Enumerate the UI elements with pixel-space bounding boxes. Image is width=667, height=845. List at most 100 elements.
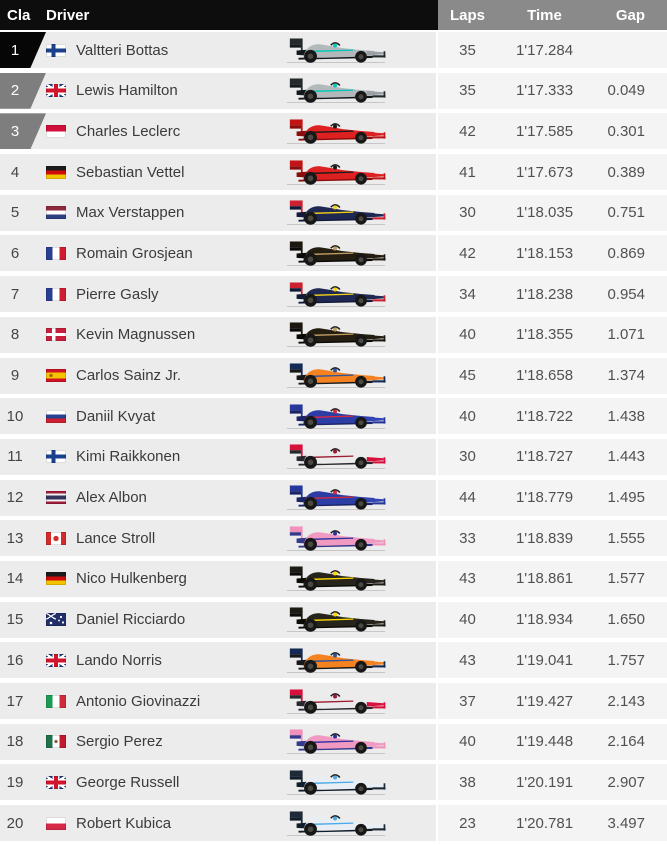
row-left-section: 8 Kevin Magnussen — [0, 316, 436, 353]
country-flag — [46, 409, 66, 423]
position-badge: 10 — [0, 398, 46, 434]
row-left-section: 2 Lewis Hamilton — [0, 72, 436, 109]
result-row[interactable]: 15 Daniel Ricciardo — [0, 601, 667, 638]
car-illustration — [286, 159, 386, 186]
position-number: 19 — [6, 773, 24, 791]
country-flag — [46, 816, 66, 830]
result-row[interactable]: 19 George Russell — [0, 764, 667, 801]
laps-value: 44 — [459, 489, 476, 507]
country-flag — [46, 43, 66, 57]
time-value: 1'18.355 — [515, 326, 574, 344]
f1-car-icon — [286, 485, 386, 511]
driver-name: George Russell — [76, 773, 180, 791]
car-illustration — [286, 565, 386, 592]
driver-name: Valtteri Bottas — [76, 41, 169, 59]
row-right-section: 40 1'18.355 1.071 — [438, 316, 667, 353]
result-row[interactable]: 17 Antonio Giovinazzi — [0, 683, 667, 719]
result-row[interactable]: 12 Alex Albon — [0, 479, 667, 516]
position-badge: 7 — [0, 276, 46, 312]
laps-value: 40 — [459, 407, 476, 425]
row-right-section: 23 1'20.781 3.497 — [438, 805, 667, 842]
time-value: 1'19.448 — [515, 733, 574, 751]
result-row[interactable]: 11 Kimi Raikkonen — [0, 438, 667, 475]
country-flag — [46, 246, 66, 260]
time-value: 1'18.153 — [515, 244, 574, 262]
laps-value: 43 — [459, 651, 476, 669]
row-left-section: 5 Max Verstappen — [0, 194, 436, 231]
position-number: 9 — [10, 367, 20, 384]
f1-car-icon — [286, 78, 386, 104]
result-row[interactable]: 14 Nico Hulkenberg — [0, 560, 667, 597]
position-number: 1 — [10, 41, 20, 59]
result-row[interactable]: 6 Romain Grosjean — [0, 235, 667, 272]
f1-car-icon — [286, 200, 386, 226]
car-illustration — [286, 810, 386, 837]
laps-value: 35 — [459, 41, 476, 59]
gap-value: 0.954 — [607, 285, 645, 303]
f1-car-icon — [286, 444, 386, 470]
country-flag — [46, 84, 66, 98]
result-row[interactable]: 20 Robert Kubica — [0, 805, 667, 842]
driver-name: Nico Hulkenberg — [76, 570, 187, 588]
gap-value: 1.577 — [607, 570, 645, 588]
position-number: 11 — [7, 448, 23, 466]
position-badge: 3 — [0, 113, 46, 150]
result-row[interactable]: 1 Valtteri Bottas — [0, 32, 667, 68]
row-left-section: 18 Sergio Perez — [0, 723, 436, 760]
laps-value: 35 — [459, 82, 476, 100]
result-row[interactable]: 2 Lewis Hamilton — [0, 72, 667, 109]
car-illustration — [286, 362, 386, 389]
table-header: Cla Driver Laps Time Gap — [0, 0, 667, 30]
position-badge: 20 — [0, 805, 46, 841]
result-row[interactable]: 3 Charles Leclerc — [0, 113, 667, 150]
table-header-left: Cla Driver — [0, 0, 438, 30]
row-right-section: 42 1'17.585 0.301 — [438, 113, 667, 150]
driver-name: Lewis Hamilton — [76, 82, 178, 100]
row-left-section: 11 Kimi Raikkonen — [0, 438, 436, 475]
result-row[interactable]: 8 Kevin Magnussen — [0, 316, 667, 353]
result-row[interactable]: 7 Pierre Gasly — [0, 276, 667, 313]
laps-value: 30 — [459, 204, 476, 222]
result-row[interactable]: 5 Max Verstappen — [0, 194, 667, 231]
laps-value: 45 — [459, 367, 476, 384]
result-row[interactable]: 18 Sergio Perez — [0, 723, 667, 760]
position-badge: 16 — [0, 642, 46, 678]
row-right-section: 40 1'19.448 2.164 — [438, 723, 667, 760]
row-right-section: 37 1'19.427 2.143 — [438, 683, 667, 719]
position-number: 4 — [10, 163, 20, 181]
col-header-driver: Driver — [46, 6, 90, 24]
car-illustration — [286, 403, 386, 430]
position-badge: 15 — [0, 602, 46, 638]
result-row[interactable]: 4 Sebastian Vettel — [0, 154, 667, 191]
result-row[interactable]: 9 Carlos Sainz Jr. — [0, 357, 667, 394]
position-badge: 9 — [0, 358, 46, 394]
position-number: 13 — [6, 529, 24, 547]
driver-name: Sergio Perez — [76, 733, 163, 751]
laps-value: 34 — [459, 285, 476, 303]
result-row[interactable]: 16 Lando Norris — [0, 642, 667, 679]
laps-value: 42 — [459, 122, 476, 140]
time-value: 1'20.191 — [515, 773, 574, 791]
row-right-section: 35 1'17.284 — [438, 32, 667, 68]
car-illustration — [286, 37, 386, 64]
country-flag — [46, 165, 66, 179]
result-row[interactable]: 10 Daniil Kvyat — [0, 398, 667, 435]
gap-value: 1.555 — [607, 529, 645, 547]
position-badge: 8 — [0, 317, 46, 353]
gap-value: 1.495 — [607, 489, 645, 507]
f1-car-icon — [286, 322, 386, 348]
country-flag — [46, 694, 66, 708]
result-row[interactable]: 13 Lance Stroll — [0, 520, 667, 557]
position-badge: 5 — [0, 195, 46, 231]
car-illustration — [286, 77, 386, 104]
driver-name: Lando Norris — [76, 651, 162, 669]
time-value: 1'18.658 — [515, 367, 574, 384]
f1-car-icon — [286, 648, 386, 673]
country-flag — [46, 735, 66, 749]
gap-value: 1.757 — [607, 651, 645, 669]
position-number: 2 — [10, 82, 20, 100]
laps-value: 42 — [459, 244, 476, 262]
time-value: 1'20.781 — [515, 814, 574, 832]
row-left-section: 6 Romain Grosjean — [0, 235, 436, 272]
